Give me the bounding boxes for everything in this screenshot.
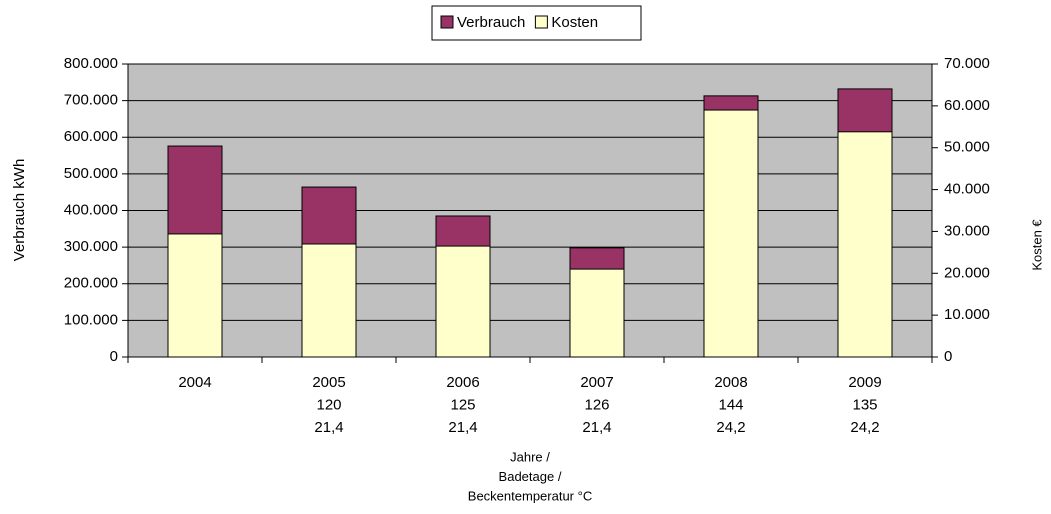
legend-swatch [534, 15, 548, 29]
bar [703, 109, 759, 358]
x-axis-label: Badetage / [499, 469, 562, 484]
y-tick-label: 500.000 [64, 165, 118, 182]
x-axis-label: Jahre / [510, 449, 550, 464]
bar [569, 268, 625, 358]
x-axis-label: Beckentemperatur °C [468, 488, 592, 503]
x-tick-label: 2007 [580, 374, 613, 391]
y-tick-label: 100.000 [64, 311, 118, 328]
x-tick-label: 2004 [178, 374, 211, 391]
y2-axis-label: Kosten € [1029, 219, 1044, 271]
y2-tick-label: 60.000 [944, 97, 990, 114]
x-tick-label: 126 [584, 396, 609, 413]
y-tick-label: 400.000 [64, 201, 118, 218]
x-tick-label: 24,2 [850, 419, 879, 436]
legend-label: Kosten [551, 14, 598, 31]
y-tick-label: 600.000 [64, 128, 118, 145]
bar [301, 243, 357, 358]
bar [837, 131, 893, 358]
y-tick-label: 200.000 [64, 275, 118, 292]
y-tick-label: 0 [110, 348, 118, 365]
y-tick-label: 700.000 [64, 92, 118, 109]
x-tick-label: 21,4 [314, 419, 343, 436]
y2-tick-label: 30.000 [944, 222, 990, 239]
bar [167, 233, 223, 358]
x-tick-label: 125 [450, 396, 475, 413]
bar [435, 245, 491, 358]
y-tick-label: 300.000 [64, 238, 118, 255]
y2-tick-label: 10.000 [944, 306, 990, 323]
x-tick-label: 21,4 [582, 419, 611, 436]
y2-tick-label: 70.000 [944, 55, 990, 72]
x-tick-label: 120 [316, 396, 341, 413]
legend-swatch [440, 15, 454, 29]
y2-tick-label: 20.000 [944, 264, 990, 281]
y2-tick-label: 0 [944, 348, 952, 365]
y2-tick-label: 40.000 [944, 181, 990, 198]
y-tick-label: 800.000 [64, 55, 118, 72]
x-tick-label: 2005 [312, 374, 345, 391]
x-tick-label: 135 [852, 396, 877, 413]
x-tick-label: 144 [718, 396, 743, 413]
x-tick-label: 24,2 [716, 419, 745, 436]
x-tick-label: 2009 [848, 374, 881, 391]
y2-tick-label: 50.000 [944, 139, 990, 156]
y-axis-label: Verbrauch kWh [11, 159, 28, 262]
x-tick-label: 2006 [446, 374, 479, 391]
x-tick-label: 21,4 [448, 419, 477, 436]
legend-label: Verbrauch [457, 14, 525, 31]
x-tick-label: 2008 [714, 374, 747, 391]
